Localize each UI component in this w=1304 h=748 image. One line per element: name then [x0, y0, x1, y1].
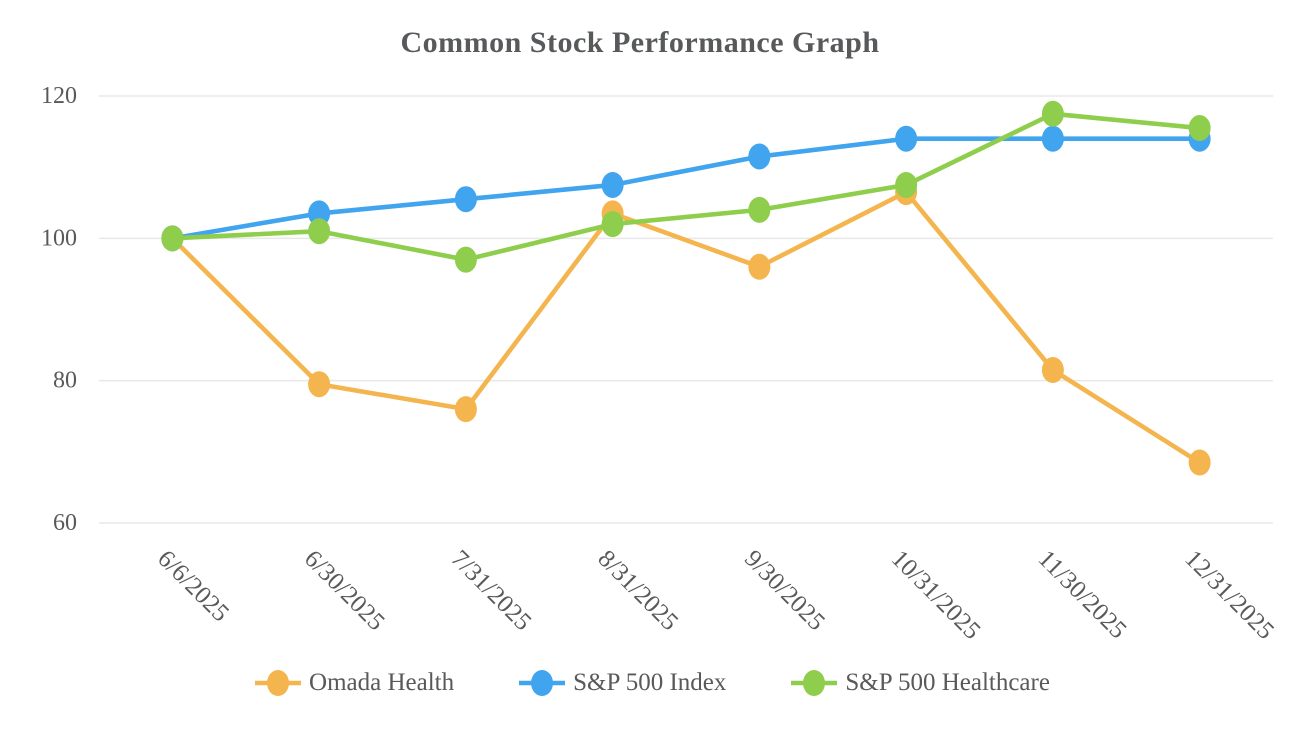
- x-axis-label: 7/31/2025: [446, 545, 537, 636]
- data-point-marker: [1188, 449, 1211, 476]
- legend-item-omada-health: Omada Health: [254, 668, 454, 698]
- data-point-marker: [748, 196, 771, 223]
- series-line-s-p-500-healthcare: [170, 111, 1202, 262]
- data-point-marker: [895, 125, 918, 152]
- legend-marker-dot: [531, 670, 554, 696]
- data-point-marker: [308, 200, 331, 227]
- legend-item-s-p-500-healthcare: S&P 500 Healthcare: [790, 668, 1050, 698]
- legend-item-label: S&P 500 Index: [573, 669, 727, 696]
- y-axis-tick-label: 100: [41, 225, 77, 251]
- legend-marker-dot: [267, 670, 290, 696]
- y-axis: 120 100 80 60: [41, 83, 77, 536]
- x-axis-label: 6/6/2025: [152, 545, 234, 627]
- data-point-marker: [308, 371, 331, 398]
- data-point-marker: [1041, 125, 1064, 152]
- legend-marker-icon: [255, 670, 302, 696]
- data-point-marker: [454, 246, 477, 273]
- data-point-marker: [454, 396, 477, 423]
- gridlines: [99, 95, 1273, 524]
- chart-title: Common Stock Performance Graph: [400, 26, 880, 59]
- legend-marker-dot: [803, 670, 826, 696]
- series-omada-health: [161, 179, 1211, 476]
- data-point-marker: [308, 218, 331, 245]
- data-point-marker: [161, 225, 184, 252]
- data-point-marker: [748, 253, 771, 280]
- data-point-marker: [601, 171, 624, 198]
- data-point-marker: [454, 186, 477, 213]
- legend-marker-icon: [519, 670, 566, 696]
- y-axis-tick-label: 80: [53, 368, 77, 394]
- performance-line-chart: 120 100 80 60 6/6/2025 6/30/2025 7/31/2025 8/31…: [41, 83, 1279, 645]
- series-s-p-500-healthcare: [161, 100, 1211, 273]
- x-axis-label: 6/30/2025: [299, 545, 390, 636]
- x-axis-label: 8/31/2025: [592, 545, 683, 636]
- data-point-marker: [601, 211, 624, 238]
- y-axis-tick-label: 60: [53, 510, 77, 536]
- x-axis-label: 10/31/2025: [886, 545, 986, 645]
- data-point-marker: [895, 171, 918, 198]
- legend-marker-icon: [791, 670, 838, 696]
- x-axis-label: 12/31/2025: [1179, 545, 1279, 645]
- data-point-marker: [1041, 100, 1064, 127]
- data-point-marker: [1041, 356, 1064, 383]
- x-axis-label: 11/30/2025: [1033, 545, 1132, 644]
- legend-item-label: S&P 500 Healthcare: [845, 669, 1050, 696]
- data-point-marker: [1188, 115, 1211, 142]
- legend-item-s-p-500-index: S&P 500 Index: [518, 668, 726, 698]
- series-line-omada-health: [170, 189, 1202, 465]
- series-line-s-p-500-index: [170, 136, 1202, 241]
- x-axis-label: 9/30/2025: [739, 545, 830, 636]
- data-point-marker: [748, 143, 771, 170]
- legend-item-label: Omada Health: [309, 669, 455, 696]
- y-axis-tick-label: 120: [41, 83, 77, 109]
- x-axis: 6/6/2025 6/30/2025 7/31/2025 8/31/2025 9/30/…: [152, 545, 1279, 645]
- chart-legend: Omada Health S&P 500 Index S&P 500 Healthc…: [0, 668, 1304, 698]
